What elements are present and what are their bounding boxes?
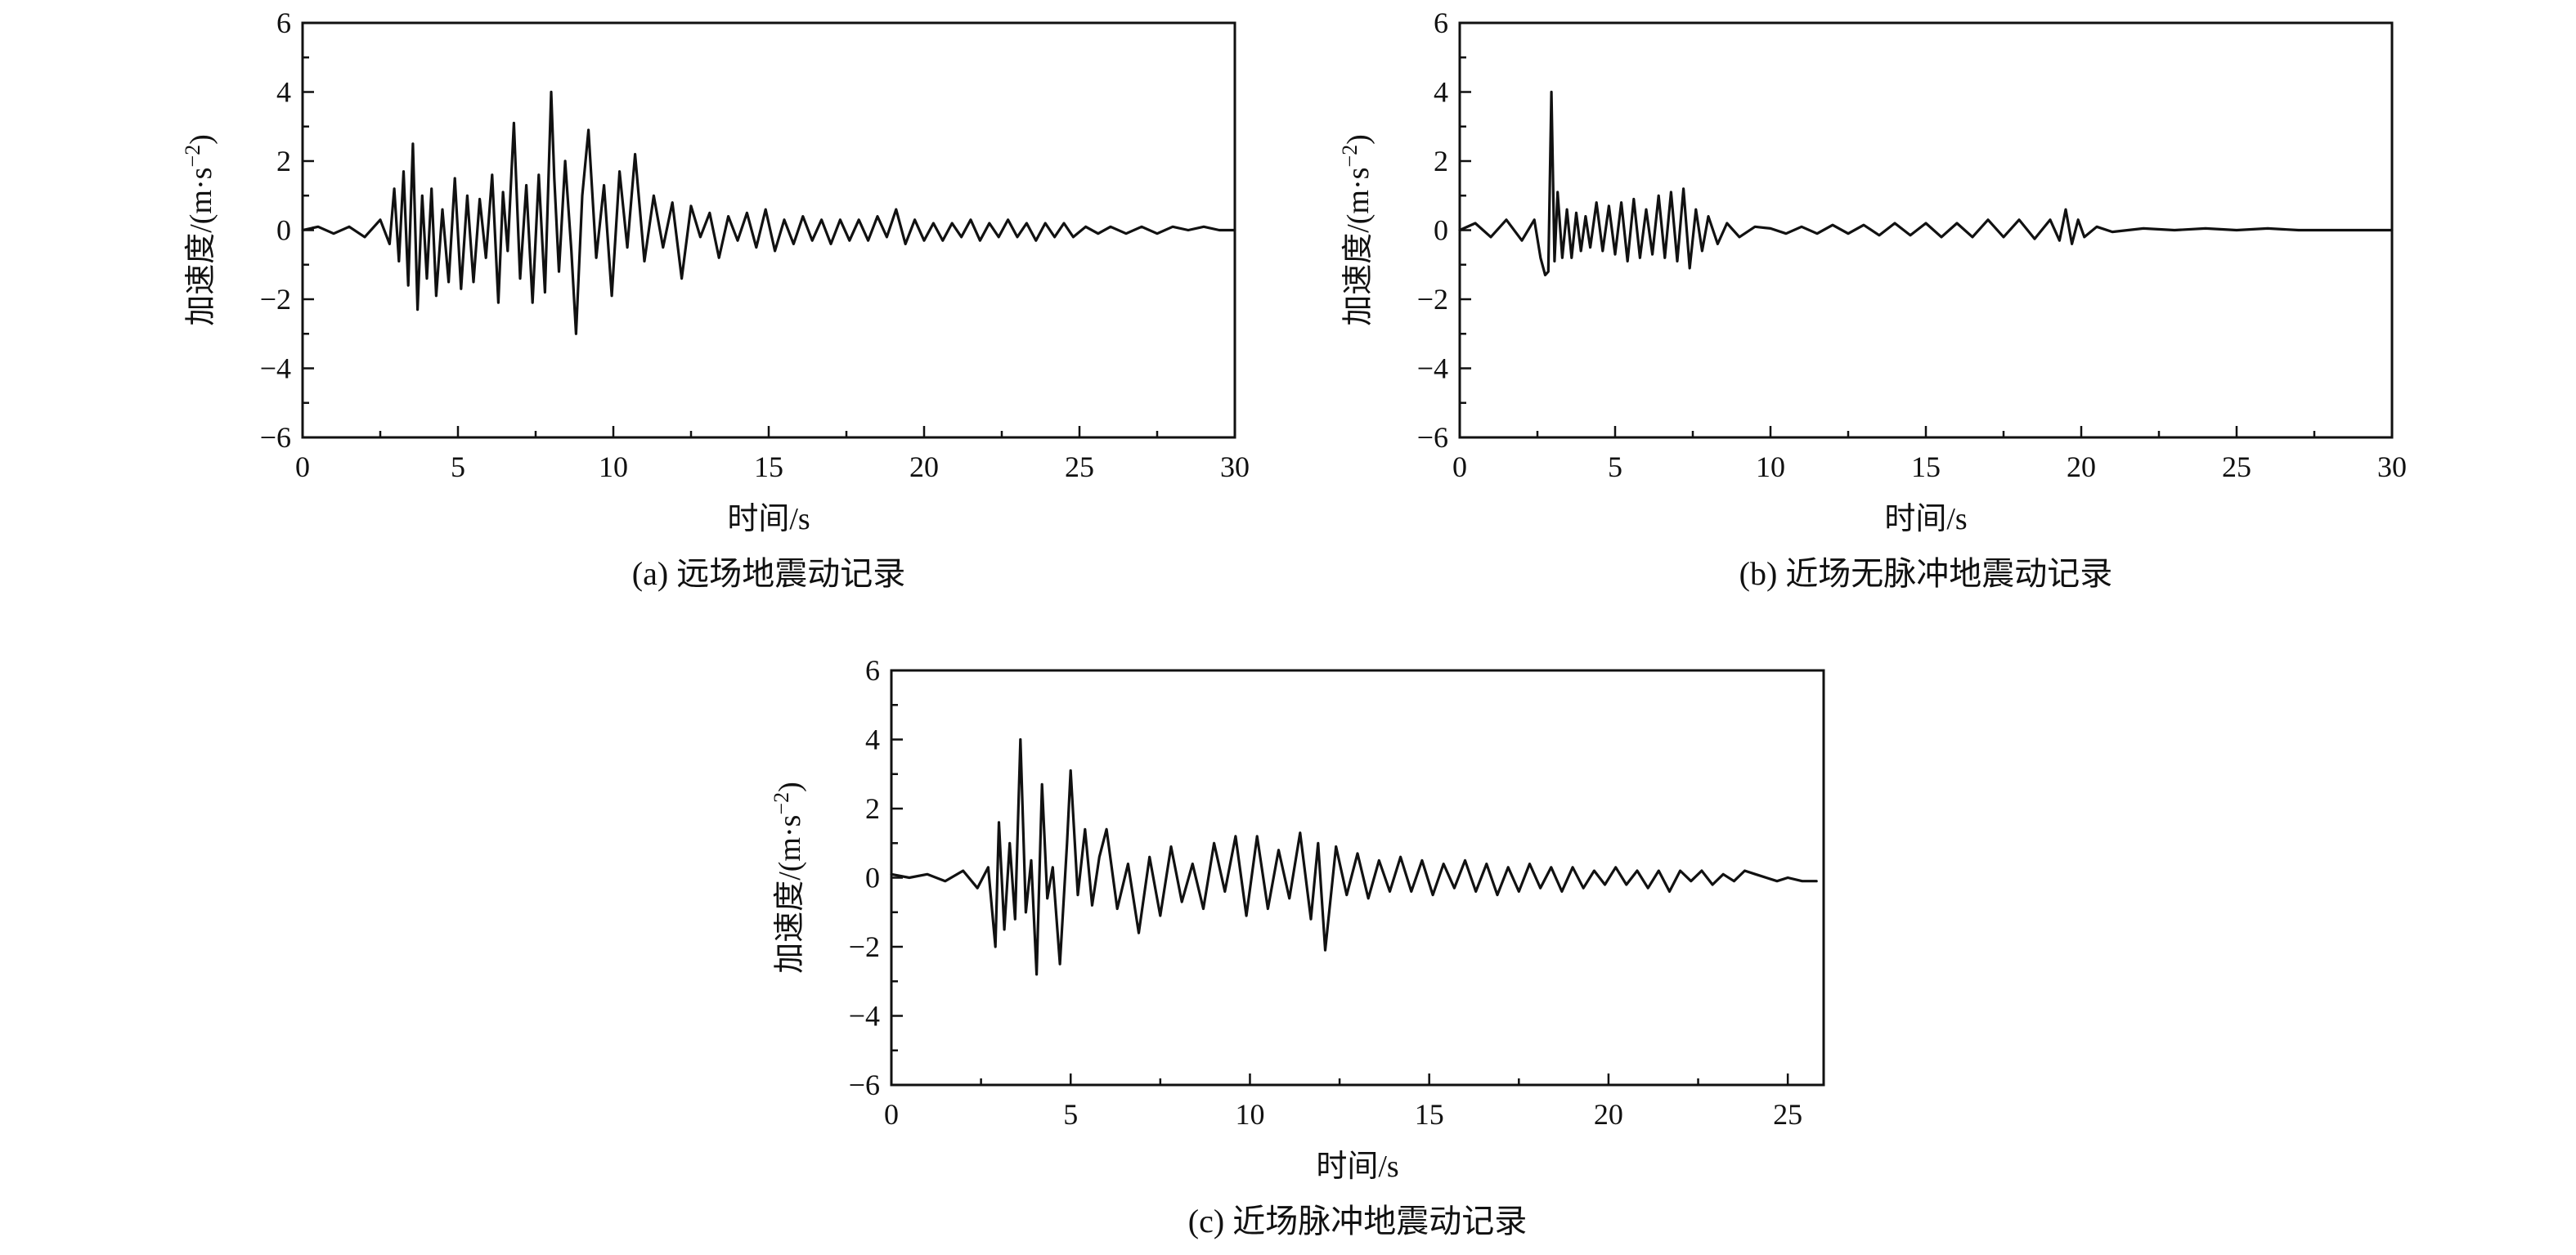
series-line-c-0 (890, 737, 1818, 976)
x-tick-label: 30 (1220, 450, 1250, 483)
y-tick-label: 0 (1434, 214, 1448, 247)
y-tick-label: −2 (849, 930, 880, 963)
x-tick-label: 5 (1608, 450, 1622, 483)
x-tick-label: 10 (599, 450, 628, 483)
x-tick-label: 5 (451, 450, 465, 483)
chart-panel-a: 0 5 10 15 20 25 30 −6 −4 −2 0 2 4 6 时间/s 加速度/(m·s−2) (a)… (181, 7, 1250, 592)
x-tick-label: 10 (1235, 1098, 1264, 1131)
y-tick-label: −6 (849, 1069, 880, 1101)
y-axis-label: 加速度/(m·s−2) (1338, 134, 1376, 326)
y-tick-label: −4 (849, 1000, 880, 1033)
y-tick-label: 2 (1434, 145, 1448, 177)
x-axis-label: 时间/s (1316, 1150, 1398, 1184)
x-tick-label: 25 (1065, 450, 1094, 483)
panel-caption: (a) 远场地震动记录 (632, 555, 905, 592)
x-tick-label: 15 (1415, 1098, 1444, 1131)
y-axis-label: 加速度/(m·s−2) (181, 134, 218, 326)
y-tick-label: −4 (260, 352, 291, 385)
y-tick-label: 4 (1434, 76, 1448, 109)
x-tick-label: 10 (1756, 450, 1785, 483)
y-tick-label: −2 (1417, 283, 1448, 316)
y-axis-label: 加速度/(m·s−2) (770, 782, 807, 974)
x-tick-label: 30 (2377, 450, 2407, 483)
x-tick-label: 15 (754, 450, 783, 483)
x-tick-label: 5 (1063, 1098, 1078, 1131)
panel-caption: (c) 近场脉冲地震动记录 (1188, 1203, 1527, 1239)
y-tick-label: −6 (260, 421, 291, 454)
y-tick-label: 2 (865, 792, 880, 825)
chart-panel-c: 0 5 10 15 20 25 −6 −4 −2 0 2 4 6 时间/s 加速度/(m·s−2) (c) 近… (770, 654, 1825, 1239)
y-tick-label: −4 (1417, 352, 1448, 385)
y-tick-label: 6 (865, 654, 880, 687)
plot-frame (301, 21, 1236, 439)
x-tick-label: 15 (1911, 450, 1941, 483)
x-tick-label: 25 (2222, 450, 2251, 483)
x-axis-label: 时间/s (1884, 502, 1967, 536)
x-tick-label: 20 (2067, 450, 2096, 483)
x-tick-label: 20 (1594, 1098, 1623, 1131)
panel-caption: (b) 近场无脉冲地震动记录 (1739, 555, 2113, 592)
y-tick-label: 2 (276, 145, 291, 177)
x-tick-label: 20 (909, 450, 939, 483)
y-tick-label: 0 (276, 214, 291, 247)
x-tick-label: 0 (295, 450, 310, 483)
series-line-a-0 (301, 90, 1236, 335)
y-tick-label: 4 (276, 76, 291, 109)
x-axis-label: 时间/s (727, 502, 810, 536)
series-line-b-0 (1458, 90, 2394, 276)
x-tick-label: 0 (1452, 450, 1467, 483)
y-tick-label: 6 (276, 7, 291, 39)
y-tick-label: −2 (260, 283, 291, 316)
y-tick-label: −6 (1417, 421, 1448, 454)
y-tick-label: 6 (1434, 7, 1448, 39)
y-tick-label: 0 (865, 862, 880, 894)
y-tick-label: 4 (865, 724, 880, 756)
x-tick-label: 25 (1773, 1098, 1802, 1131)
chart-panel-b: 0 5 10 15 20 25 30 −6 −4 −2 0 2 4 6 时间/s 加速度/(m·s−2) (b)… (1338, 7, 2407, 592)
x-tick-label: 0 (884, 1098, 899, 1131)
